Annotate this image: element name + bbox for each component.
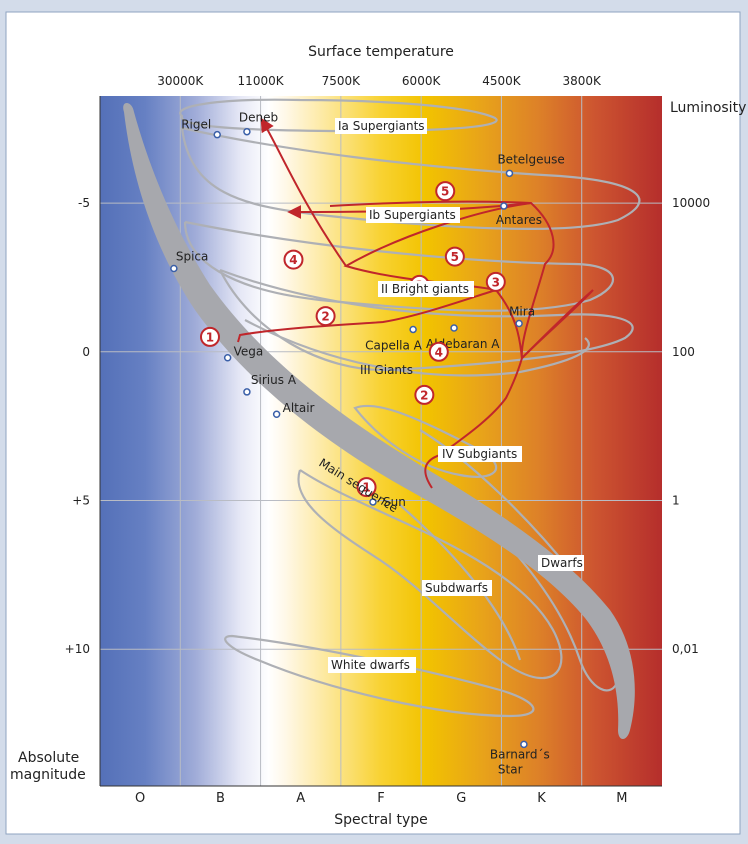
y-axis-label-right: Luminosity <box>670 100 746 116</box>
ii-bright-giants-outline <box>183 220 615 312</box>
star-point-mira <box>515 319 523 328</box>
lum-tick-2: 1 <box>672 493 680 507</box>
evolution-marker-label-7: 3 <box>492 275 500 289</box>
evolution-marker-0 <box>199 326 220 347</box>
x-tick-M: M <box>616 791 627 806</box>
iii-giants-lower-outline <box>244 319 590 377</box>
track-top-return <box>329 200 532 207</box>
temp-tick-1: 11000K <box>238 74 285 88</box>
evolution-marker-1 <box>315 306 336 327</box>
x-tick-F: F <box>377 791 384 806</box>
evolution-marker-label-3: 4 <box>289 253 297 267</box>
track-massive <box>237 201 555 359</box>
x-tick-G: G <box>456 791 466 806</box>
x-tick-B: B <box>216 791 225 806</box>
evolution-marker-label-6: 2 <box>420 388 428 402</box>
label-iv-subgiants: IV Subgiants <box>442 447 517 461</box>
star-point-altair <box>272 410 281 418</box>
evolution-marker-6 <box>414 384 435 405</box>
star-point-sun <box>369 498 377 506</box>
star-point-antares <box>500 202 508 210</box>
y-axis-label-left-line1: Absolute <box>18 750 79 766</box>
evolution-marker-label-0: 1 <box>206 330 214 344</box>
label-white-dwarfs: White dwarfs <box>331 658 410 672</box>
evolution-marker-9 <box>444 246 465 267</box>
star-label-rigel: Rigel <box>181 118 211 132</box>
x-axis-label: Spectral type <box>334 812 428 828</box>
star-label-sirius-a: Sirius A <box>251 373 297 387</box>
evolution-marker-label-4: 5 <box>441 185 449 199</box>
star-label-sun: Sun <box>383 495 406 509</box>
label-subdwarfs: Subdwarfs <box>425 581 488 595</box>
star-point-rigel <box>213 130 221 139</box>
evolution-marker-label-1: 2 <box>321 310 329 324</box>
evolution-marker-label-5: 1 <box>362 481 370 495</box>
evolution-marker-3 <box>283 249 304 270</box>
star-label-altair: Altair <box>283 401 315 415</box>
evolution-marker-8 <box>428 341 449 362</box>
tick-labels: O B A F G K M 30000K 11000K 7500K 6000K 4500K 3800K -… <box>65 74 711 806</box>
star-point-spica <box>170 264 178 273</box>
star-label-vega: Vega <box>234 345 264 359</box>
label-dwarfs: Dwarfs <box>541 556 583 570</box>
temp-tick-5: 3800K <box>563 74 603 88</box>
ib-supergiants-outline <box>180 126 641 230</box>
star-label-mira: Mira <box>509 305 535 319</box>
star-point-vega <box>223 353 232 362</box>
star-point-barnard-s-star <box>520 740 528 749</box>
star-point-capella-a <box>409 325 417 334</box>
star-label-betelgeuse: Betelgeuse <box>497 152 564 166</box>
lum-tick-0: 10000 <box>672 196 710 210</box>
temp-tick-2: 7500K <box>322 74 362 88</box>
label-iii-giants: III Giants <box>360 363 413 377</box>
star-label-antares: Antares <box>496 213 542 227</box>
star-label-deneb: Deneb <box>239 111 278 125</box>
track-ia-arrow <box>260 117 347 267</box>
iv-subgiants-outline <box>353 404 498 478</box>
temp-tick-3: 6000K <box>402 74 442 88</box>
iii-giants-outline <box>219 268 634 372</box>
x-tick-K: K <box>537 791 546 806</box>
star-label-barnard-s-star: Barnard´s <box>490 747 550 761</box>
x-tick-A: A <box>296 791 305 806</box>
star-point-deneb <box>243 127 251 136</box>
lum-tick-3: 0,01 <box>672 642 699 656</box>
data-marks: Rigel Deneb Betelgeuse Antares Spica Mira Cape… <box>170 111 565 776</box>
label-ib-supergiants: Ib Supergiants <box>369 208 456 222</box>
label-ia-supergiants: Ia Supergiants <box>338 119 425 133</box>
track-solar-branch <box>521 289 594 359</box>
label-ii-bright-giants: II Bright giants <box>381 282 469 296</box>
star-label-capella-a: Capella A <box>365 338 423 352</box>
mag-tick-0: -5 <box>78 196 90 210</box>
mag-tick-1: 0 <box>82 345 90 359</box>
star-label-spica: Spica <box>176 250 209 264</box>
x-tick-O: O <box>135 791 145 806</box>
star-point-betelgeuse <box>505 169 514 178</box>
evolution-marker-label-8: 4 <box>435 345 443 359</box>
lum-tick-1: 100 <box>672 345 695 359</box>
temp-tick-4: 4500K <box>482 74 522 88</box>
mag-tick-2: +5 <box>72 493 90 507</box>
temp-tick-0: 30000K <box>157 74 204 88</box>
evolution-marker-5 <box>356 477 377 498</box>
track-giant-split <box>495 289 523 359</box>
y-axis-label-left-line2: magnitude <box>10 767 86 783</box>
axes: Surface temperature Spectral type Lumino… <box>10 44 746 828</box>
star-label-barnard-s-star-line2: Star <box>498 762 523 776</box>
star-point-aldebaran-a <box>450 324 458 332</box>
lower-sequence-outline <box>399 504 522 661</box>
star-point-sirius-a <box>243 388 251 396</box>
chart-title: Surface temperature <box>308 44 454 60</box>
evolution-marker-4 <box>435 181 456 202</box>
evolution-marker-7 <box>485 271 506 292</box>
evolution-marker-label-9: 5 <box>451 250 459 264</box>
mag-tick-3: +10 <box>65 642 90 656</box>
